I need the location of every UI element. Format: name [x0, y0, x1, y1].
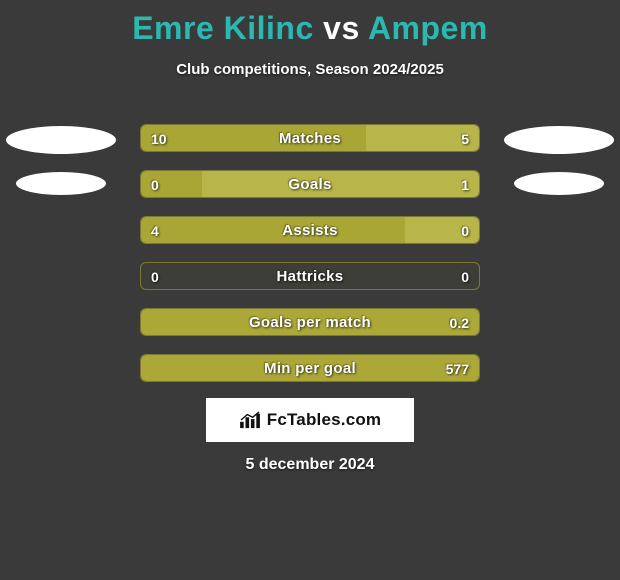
metric-label: Goals	[141, 171, 479, 198]
player2-avatar	[514, 172, 604, 195]
title-vs: vs	[323, 10, 360, 46]
player1-avatar	[16, 172, 106, 195]
brand-logo-icon	[239, 411, 261, 429]
subtitle: Club competitions, Season 2024/2025	[0, 61, 620, 78]
metric-label: Assists	[141, 217, 479, 244]
comparison-chart: 105Matches 01Goals 40Assists 00Hattricks 0.2…	[0, 118, 620, 394]
page-title: Emre Kilinc vs Ampem	[0, 0, 620, 47]
bar-track: 40Assists	[140, 216, 480, 244]
bar-track: 00Hattricks	[140, 262, 480, 290]
bar-track: 01Goals	[140, 170, 480, 198]
metric-label: Matches	[141, 125, 479, 152]
metric-label: Hattricks	[141, 263, 479, 290]
player1-avatar	[6, 126, 116, 154]
metric-row: 00Hattricks	[0, 256, 620, 302]
bar-track: 577Min per goal	[140, 354, 480, 382]
metric-row: 01Goals	[0, 164, 620, 210]
metric-label: Goals per match	[141, 309, 479, 336]
brand-text: FcTables.com	[267, 410, 382, 430]
player2-avatar	[504, 126, 614, 154]
metric-row: 0.2Goals per match	[0, 302, 620, 348]
bar-track: 105Matches	[140, 124, 480, 152]
metric-row: 40Assists	[0, 210, 620, 256]
metric-row: 105Matches	[0, 118, 620, 164]
player1-name: Emre Kilinc	[132, 10, 314, 46]
metric-row: 577Min per goal	[0, 348, 620, 394]
metric-label: Min per goal	[141, 355, 479, 382]
date-label: 5 december 2024	[0, 456, 620, 474]
bar-track: 0.2Goals per match	[140, 308, 480, 336]
player2-name: Ampem	[368, 10, 488, 46]
brand-badge: FcTables.com	[206, 398, 414, 442]
